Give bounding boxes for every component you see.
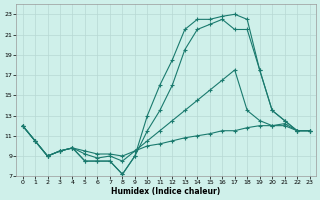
X-axis label: Humidex (Indice chaleur): Humidex (Indice chaleur) <box>111 187 221 196</box>
